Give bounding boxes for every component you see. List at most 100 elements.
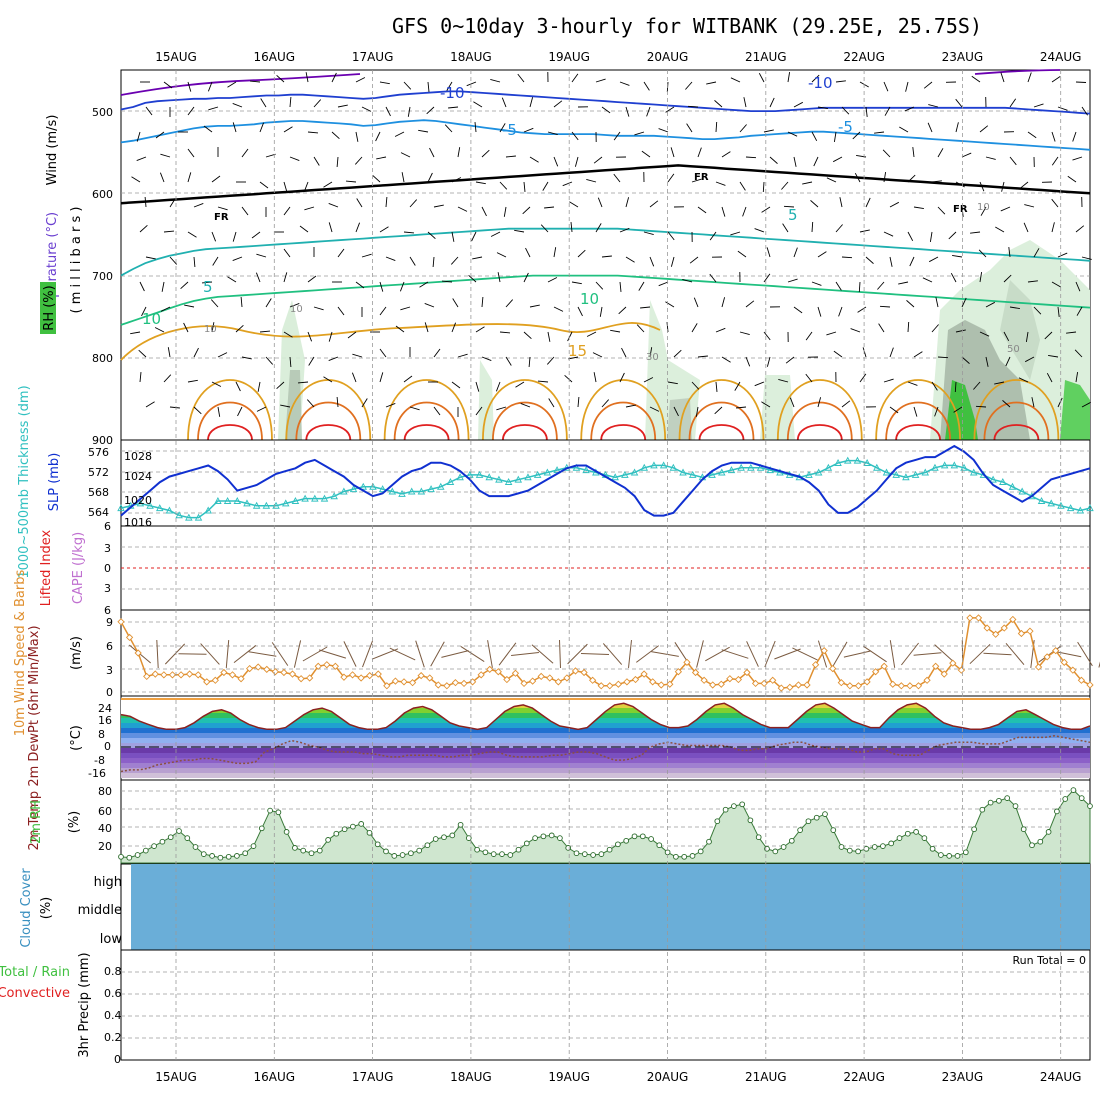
wind-point	[889, 680, 897, 688]
wind-barb	[260, 98, 267, 108]
precip-legend-total: Total / Rain	[0, 965, 70, 980]
rh2m-point	[540, 833, 547, 840]
wind-barb	[745, 356, 751, 367]
wind-point	[1000, 624, 1008, 632]
wind-barb	[571, 131, 579, 141]
wind10-barb	[705, 646, 730, 662]
rh2m-point	[904, 830, 911, 837]
warm-dome	[207, 424, 253, 441]
contour-label: -5	[502, 121, 517, 139]
wind-barb	[865, 106, 868, 117]
wind-barb	[1031, 397, 1035, 408]
top-date-axis: 15AUG 16AUG 17AUG 18AUG 19AUG 20AUG 21AUG 22AUG…	[155, 50, 1081, 64]
wind-barb	[475, 326, 485, 333]
wind-barb	[586, 178, 597, 183]
date-label: 19AUG	[548, 50, 590, 64]
wind-barb	[1025, 331, 1029, 342]
wind-point	[323, 661, 331, 669]
wind-point	[949, 659, 957, 667]
wind-barb	[138, 349, 147, 358]
wind-barb	[621, 347, 627, 358]
thickness-point	[185, 513, 193, 521]
wind-barb	[721, 206, 726, 217]
contour-label: 10	[142, 310, 161, 328]
wind-barb	[145, 106, 153, 116]
wind-barb	[193, 406, 202, 415]
wind-barb	[1000, 72, 1005, 83]
wind-barb	[1075, 281, 1081, 292]
wind-barb	[1046, 372, 1053, 383]
date-label: 24AUG	[1040, 50, 1082, 64]
cloud-cover-panel: high middle low Cloud Cover (%)	[19, 863, 1091, 951]
wind-barb	[739, 181, 746, 191]
wind-barb	[355, 281, 365, 289]
wind-barb	[1002, 400, 1011, 408]
rh2m-point	[399, 852, 406, 858]
wind-barb	[736, 406, 747, 409]
wind-barb	[571, 73, 579, 83]
wind-barb	[613, 131, 621, 141]
warm-dome	[482, 379, 568, 441]
wind-barb	[783, 205, 795, 208]
wind-barb	[1072, 156, 1083, 161]
wind-barb	[1003, 274, 1012, 283]
wind-barb	[289, 96, 292, 108]
rh2m-point	[258, 825, 265, 832]
thickness-point	[417, 487, 426, 495]
wind-barb	[399, 281, 405, 292]
wind-barb	[441, 280, 453, 283]
wind-barb	[433, 204, 444, 208]
rh2m-point	[350, 823, 356, 830]
wind-point	[357, 674, 365, 682]
pressure-axis: 500 600 700 800 900	[92, 106, 113, 447]
thickness-markers	[117, 456, 1094, 521]
rh2m-point	[126, 854, 133, 861]
rh2m-point	[681, 853, 688, 860]
wind-point	[151, 670, 159, 678]
wind-barb	[955, 329, 966, 333]
rh2m-point	[913, 829, 919, 835]
wind-barb	[907, 321, 910, 333]
wind-barb	[817, 397, 822, 408]
wind-barb	[232, 231, 237, 242]
wind-barb	[553, 306, 564, 312]
wind-barb	[517, 73, 525, 83]
temp-band	[121, 718, 1090, 723]
wind-point	[203, 678, 211, 686]
wind-barb	[499, 123, 506, 133]
rh2m-point	[813, 814, 820, 821]
pressure-tick: 900	[92, 434, 113, 447]
wind-barb	[697, 355, 708, 358]
wind-barb	[207, 81, 213, 92]
contour-label: FR	[953, 204, 968, 215]
wind-barb	[355, 222, 361, 233]
wind-barb	[490, 231, 501, 237]
wind-barb	[299, 225, 309, 233]
wind-barb	[649, 200, 659, 208]
wind-point	[589, 676, 597, 684]
wind-point	[923, 676, 931, 684]
wind-barb	[451, 322, 457, 333]
wind-barb	[187, 148, 195, 158]
slp-tick: 1020	[124, 494, 152, 507]
wind10-barb	[901, 642, 919, 666]
warm-dome	[973, 379, 1060, 441]
thickness-point	[281, 499, 290, 507]
wind10-barb	[225, 640, 230, 668]
wind-point	[700, 676, 708, 684]
wind-barb	[471, 231, 477, 242]
wind10-barb	[628, 640, 632, 668]
wind-barb	[601, 255, 612, 258]
wind-point	[649, 678, 657, 686]
wind-barb	[859, 229, 870, 233]
contour-label: 10	[204, 324, 217, 335]
wind-barb	[323, 181, 333, 188]
wind-barb	[658, 281, 669, 287]
wind-barb	[523, 272, 529, 283]
date-label: 22AUG	[843, 50, 885, 64]
wind-barb	[817, 251, 827, 258]
thickness-point	[456, 473, 464, 481]
wind-barb	[937, 356, 949, 359]
wind10-barb	[233, 645, 257, 663]
wind-barb	[276, 381, 285, 390]
